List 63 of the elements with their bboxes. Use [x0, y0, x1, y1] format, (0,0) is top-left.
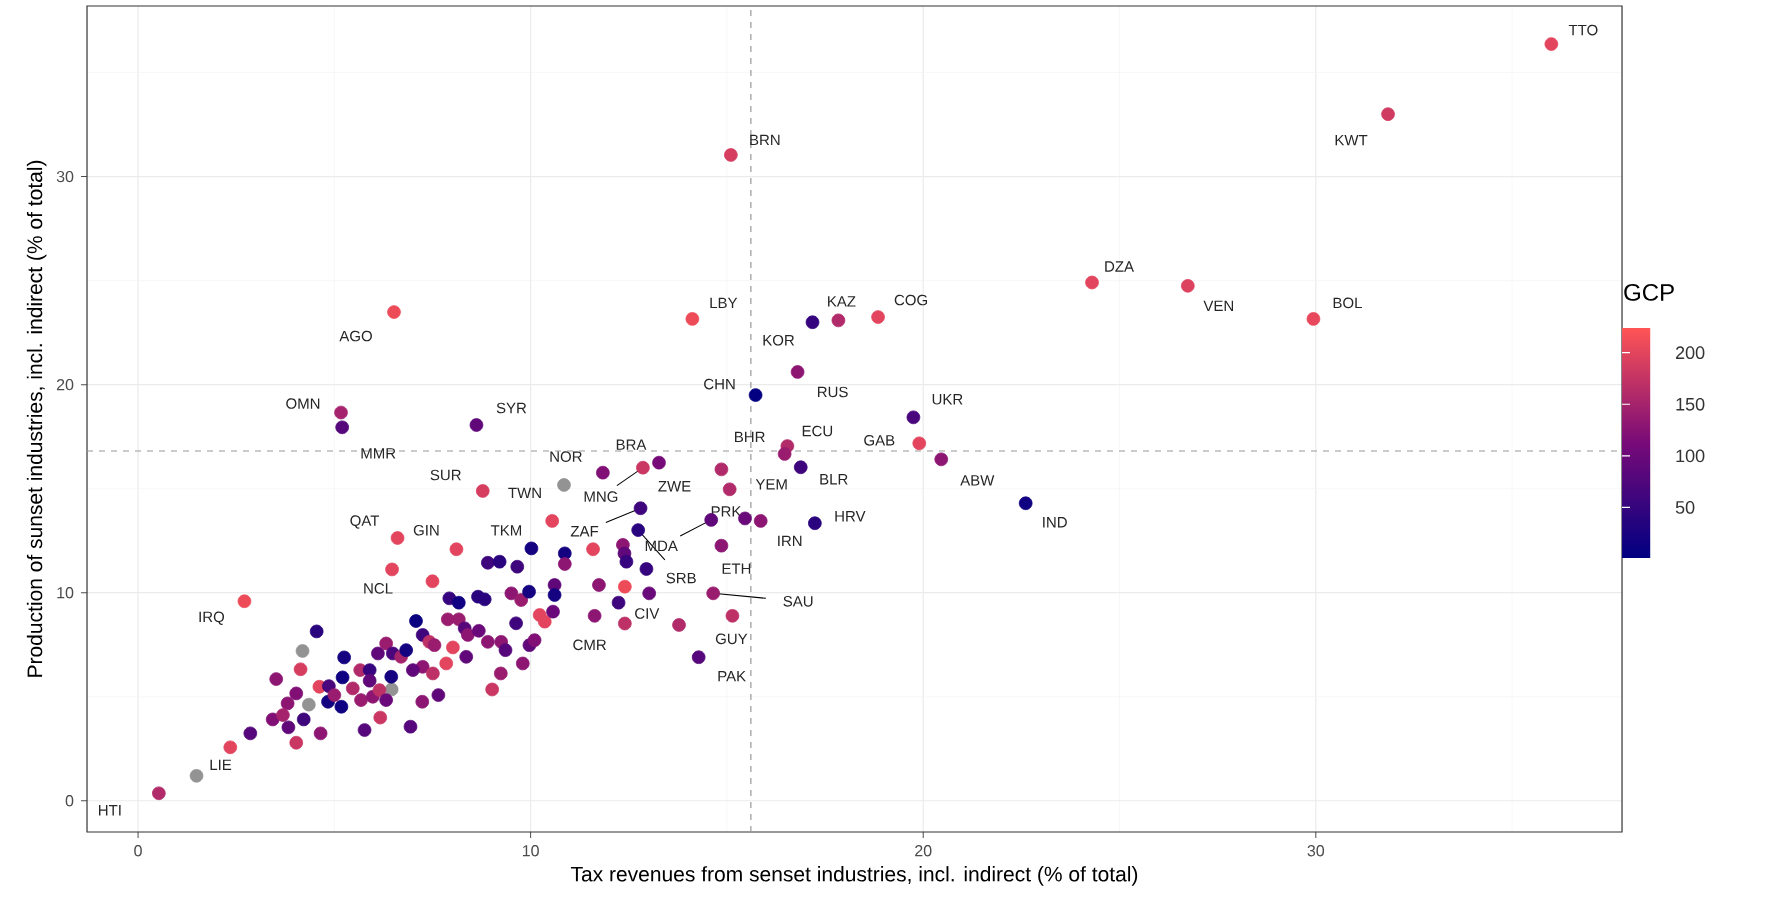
annotation: KWT	[1335, 135, 1368, 146]
annotation: TKM	[490, 525, 522, 536]
annotation: IRQ	[199, 611, 225, 625]
annotation: CMR	[573, 639, 606, 651]
annotation: LBY	[710, 297, 738, 309]
annotation: QAT	[350, 515, 380, 529]
annotation: MMR	[361, 448, 396, 459]
annotation: SYR	[496, 402, 527, 414]
annotation: NCL	[364, 583, 393, 594]
annotation: YEM	[755, 479, 787, 490]
annotation: KAZ	[828, 296, 856, 307]
annotation: MNG	[584, 491, 618, 502]
annotation: GUY	[715, 633, 748, 645]
annotation: GAB	[864, 435, 895, 446]
annotation: CHN	[704, 378, 735, 390]
annotation: AGO	[339, 330, 372, 342]
annotation: SAU	[783, 596, 813, 607]
annotation: KOR	[763, 334, 795, 346]
annotation: BRA	[616, 439, 647, 450]
color-bar-label: 200	[1675, 346, 1705, 360]
annotation: HRV	[835, 511, 866, 522]
annotation: IND	[1043, 517, 1067, 528]
annotation: UKR	[932, 394, 963, 405]
y-tick-label: 0	[65, 795, 74, 807]
annotation: VEN	[1203, 300, 1234, 311]
annotation: TWN	[508, 487, 541, 499]
annotation: BOL	[1333, 297, 1362, 309]
annotation: PAK	[718, 671, 746, 682]
annotation: SRB	[666, 572, 696, 584]
annotation: SUR	[430, 469, 461, 481]
annotation: ZAF	[570, 526, 599, 537]
x-tick-label: 10	[522, 845, 539, 857]
annotation: PRK	[711, 506, 742, 517]
annotation: BRN	[750, 134, 780, 146]
annotation: RUS	[817, 386, 848, 398]
annotation: GIN	[413, 524, 439, 536]
annotation: TTO	[1568, 24, 1598, 36]
annotation: DZA	[1105, 261, 1134, 272]
annotation: HTI	[98, 805, 121, 816]
x-tick-label: 20	[915, 845, 932, 857]
x-tick-label: 0	[134, 845, 142, 857]
y-tick-label: 30	[56, 170, 74, 183]
annotation: OMN	[286, 398, 320, 409]
annotation: CIV	[635, 608, 660, 619]
annotation: ETH	[722, 563, 751, 574]
color-bar-label: 50	[1675, 501, 1695, 514]
x-axis-title: Tax revenues from senset industries, incl. indirect (% of total)	[570, 866, 1138, 886]
annotation: ECU	[802, 425, 833, 437]
y-tick-label: 20	[56, 378, 74, 391]
annotation: BLR	[820, 474, 848, 485]
y-tick-label: 10	[57, 587, 74, 599]
x-tick-label: 30	[1307, 845, 1325, 857]
annotation: LIE	[210, 759, 232, 770]
color-bar-label: 150	[1676, 397, 1705, 411]
annotation: NOR	[550, 451, 582, 462]
color-bar-label: 100	[1676, 449, 1705, 463]
annotation: BHR	[735, 431, 765, 443]
color-bar-title: GCP	[1624, 283, 1674, 301]
annotation: IRN	[778, 535, 802, 547]
annotation: ZWE	[658, 481, 691, 492]
annotation: COG	[894, 294, 928, 306]
annotation: ABW	[960, 475, 995, 486]
y-axis-title: Production of sunset industries, incl. indirect (% of total)	[26, 160, 47, 677]
